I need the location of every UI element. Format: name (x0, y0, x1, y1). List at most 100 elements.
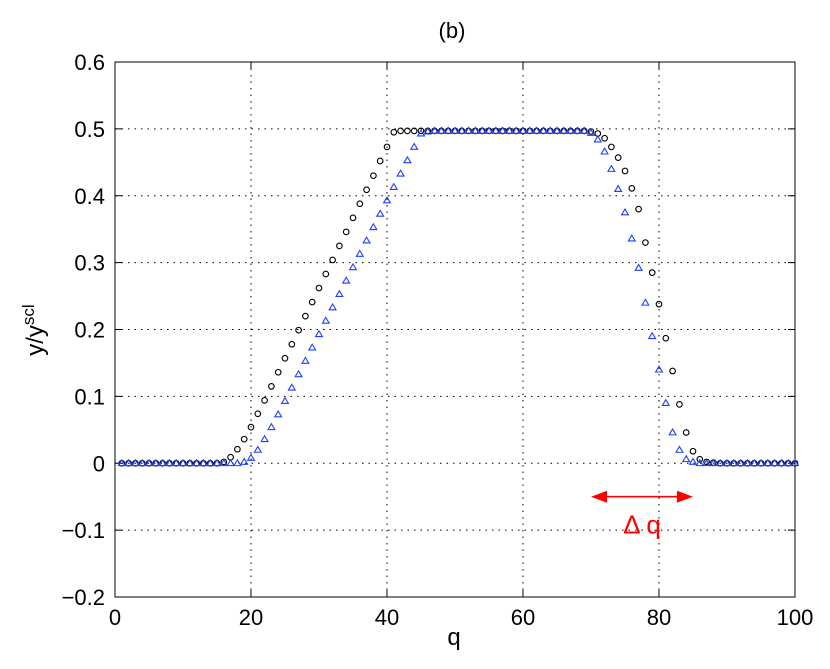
triangle-point (348, 262, 358, 271)
x-tick-label: 20 (239, 605, 263, 630)
circle-point (308, 298, 316, 306)
triangle-point (566, 126, 575, 134)
triangle-point (239, 457, 249, 465)
x-tick-label: 60 (511, 605, 535, 630)
triangle-point (715, 458, 725, 467)
triangle-point (450, 126, 460, 134)
triangle-point (518, 126, 528, 134)
triangle-point (430, 126, 439, 134)
triangle-point (362, 236, 371, 244)
plot-frame (114, 61, 796, 598)
x-axis-label: q (447, 624, 460, 651)
circle-point (240, 435, 248, 443)
circle-point (295, 326, 302, 334)
triangle-point (783, 458, 793, 467)
triangle-point (260, 434, 269, 443)
triangle-point (722, 458, 732, 467)
triangle-point (314, 329, 324, 338)
triangle-point (199, 458, 208, 467)
triangle-point (205, 458, 215, 467)
triangle-point (627, 234, 637, 242)
circle-point (274, 368, 282, 376)
triangle-point (477, 126, 487, 134)
triangle-point (579, 126, 589, 134)
circle-point (376, 157, 384, 165)
triangle-point (545, 126, 555, 134)
triangle-point (280, 396, 290, 404)
triangle-point (355, 249, 365, 257)
triangle-point (641, 298, 650, 306)
triangle-point (124, 458, 133, 467)
circle-point (648, 269, 656, 277)
triangle-point (382, 195, 392, 204)
triangle-series (117, 126, 800, 467)
delta-q-arrowhead-right (677, 490, 693, 503)
circle-point (642, 239, 649, 246)
triangle-point (301, 356, 310, 364)
circle-point (390, 128, 398, 136)
circle-point (254, 410, 262, 418)
triangle-point (294, 369, 303, 378)
y-tick-label: 0.4 (74, 184, 105, 209)
triangle-point (763, 458, 773, 467)
triangle-point (573, 126, 582, 134)
triangle-point (525, 126, 535, 134)
delta-q-label: Δ q (623, 510, 661, 540)
triangle-point (212, 458, 222, 467)
annotation: Δ q (591, 490, 693, 540)
triangle-point (185, 458, 195, 467)
circle-point (370, 172, 377, 180)
circle-point (261, 397, 268, 404)
triangle-point (634, 263, 643, 271)
triangle-point (688, 457, 698, 465)
circle-point (342, 228, 350, 236)
triangle-point (790, 458, 800, 467)
triangle-point (443, 126, 453, 134)
triangle-point (389, 182, 399, 190)
triangle-point (586, 128, 596, 136)
triangle-point (165, 458, 174, 467)
circle-point (628, 185, 636, 192)
triangle-point (403, 155, 412, 164)
triangle-point (600, 147, 609, 155)
y-tick-label: 0.2 (74, 318, 105, 343)
delta-q-arrowhead-left (591, 490, 607, 503)
triangle-point (307, 343, 317, 351)
circle-point (315, 284, 323, 292)
y-tick-label: 0.1 (74, 384, 105, 409)
circle-series (118, 127, 799, 467)
x-tick-label: 80 (647, 605, 671, 630)
circle-point (268, 382, 275, 390)
circle-point (234, 445, 241, 453)
triangle-point (464, 126, 473, 134)
circle-point (247, 423, 255, 431)
triangle-point (423, 127, 433, 135)
y-tick-label: 0.3 (74, 251, 105, 276)
triangle-point (457, 126, 467, 134)
triangle-point (695, 458, 705, 467)
triangle-point (226, 458, 235, 467)
triangle-point (777, 458, 786, 467)
triangle-point (498, 126, 507, 134)
triangle-point (702, 458, 711, 467)
triangle-point (484, 126, 494, 134)
triangle-point (613, 184, 623, 192)
circle-point (601, 134, 608, 142)
triangle-point (491, 126, 501, 134)
circle-point (689, 447, 697, 455)
triangle-point (219, 458, 229, 467)
triangle-point (736, 458, 745, 467)
x-tick-label: 40 (375, 605, 399, 630)
circle-point (302, 312, 309, 320)
grid (115, 62, 795, 597)
triangle-point (729, 458, 739, 467)
triangle-point (749, 458, 759, 467)
x-tick-label: 100 (777, 605, 814, 630)
triangle-point (335, 289, 344, 297)
axis-ticks: 0 20 40 60 80 100 −0.2 −0.1 0 0.1 0.2 0.3 0.4 0.5 0.6 (62, 50, 814, 630)
y-axis-label: y/yscl (19, 304, 49, 355)
circle-point (363, 186, 370, 194)
triangle-point (192, 458, 201, 467)
triangle-point (756, 458, 766, 467)
circle-point (655, 300, 663, 308)
